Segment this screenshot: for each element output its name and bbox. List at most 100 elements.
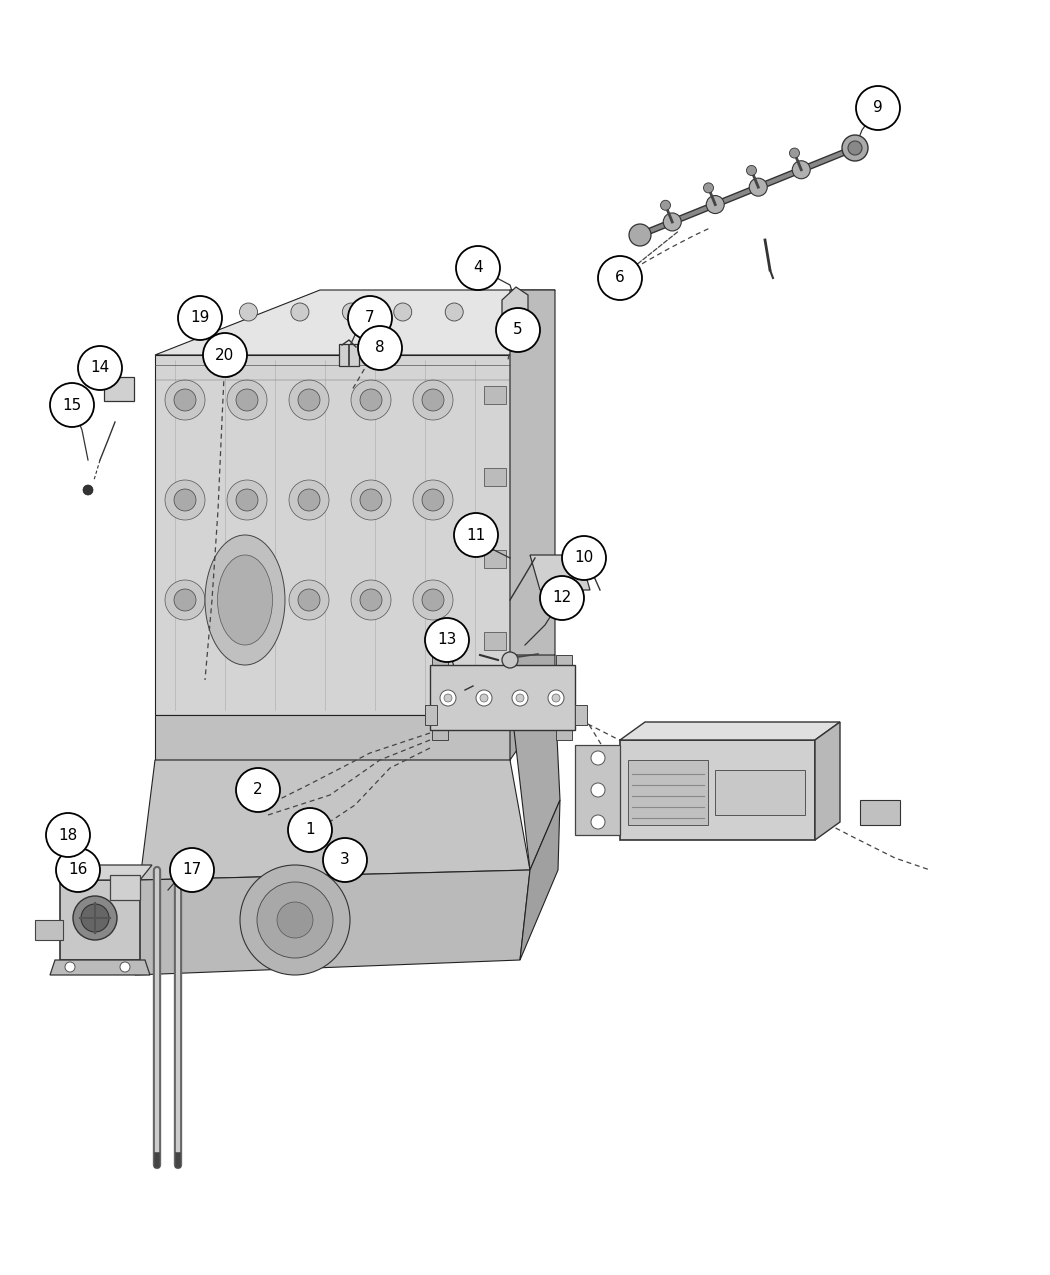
Polygon shape <box>815 722 840 840</box>
Circle shape <box>842 135 868 161</box>
Polygon shape <box>530 555 590 590</box>
Circle shape <box>220 363 235 377</box>
Ellipse shape <box>205 536 285 666</box>
Circle shape <box>548 690 564 706</box>
Circle shape <box>120 963 130 972</box>
Circle shape <box>591 815 605 829</box>
Circle shape <box>502 652 518 668</box>
Circle shape <box>848 142 862 156</box>
Circle shape <box>856 85 900 130</box>
Circle shape <box>422 490 444 511</box>
Circle shape <box>790 148 799 158</box>
Text: 14: 14 <box>90 361 109 376</box>
Circle shape <box>422 589 444 611</box>
Circle shape <box>298 389 320 411</box>
Polygon shape <box>520 799 560 960</box>
Text: 2: 2 <box>253 783 262 797</box>
Circle shape <box>83 484 93 495</box>
Circle shape <box>480 694 488 703</box>
Circle shape <box>236 490 258 511</box>
Polygon shape <box>502 287 528 315</box>
FancyBboxPatch shape <box>715 770 805 815</box>
Polygon shape <box>50 960 150 975</box>
Circle shape <box>750 179 768 196</box>
FancyBboxPatch shape <box>620 740 815 840</box>
Text: 11: 11 <box>466 528 485 542</box>
FancyBboxPatch shape <box>628 760 708 825</box>
Circle shape <box>348 296 392 340</box>
Circle shape <box>174 389 196 411</box>
Circle shape <box>444 694 452 703</box>
Circle shape <box>540 576 584 620</box>
Polygon shape <box>155 289 555 354</box>
Circle shape <box>629 224 651 246</box>
Circle shape <box>342 303 360 321</box>
Text: 19: 19 <box>190 311 210 325</box>
Ellipse shape <box>217 555 273 645</box>
Polygon shape <box>620 722 840 740</box>
Circle shape <box>496 309 540 352</box>
Circle shape <box>351 580 391 620</box>
Circle shape <box>81 904 109 932</box>
Circle shape <box>277 901 313 938</box>
Circle shape <box>360 389 382 411</box>
Circle shape <box>239 303 257 321</box>
Circle shape <box>445 303 463 321</box>
Circle shape <box>188 303 206 321</box>
Circle shape <box>660 200 671 210</box>
Text: 1: 1 <box>306 822 315 838</box>
Text: 9: 9 <box>874 101 883 116</box>
Circle shape <box>707 195 724 213</box>
Circle shape <box>413 479 453 520</box>
Polygon shape <box>155 715 510 760</box>
Polygon shape <box>135 870 530 975</box>
Circle shape <box>476 690 492 706</box>
Circle shape <box>227 580 267 620</box>
Circle shape <box>516 694 524 703</box>
Circle shape <box>288 808 332 852</box>
FancyBboxPatch shape <box>575 705 587 725</box>
Circle shape <box>174 490 196 511</box>
Circle shape <box>704 182 714 193</box>
Circle shape <box>425 618 469 662</box>
Circle shape <box>298 589 320 611</box>
Circle shape <box>74 896 117 940</box>
Text: 10: 10 <box>574 551 593 566</box>
Circle shape <box>165 380 205 419</box>
Circle shape <box>165 580 205 620</box>
FancyBboxPatch shape <box>110 875 140 900</box>
Circle shape <box>591 751 605 765</box>
FancyBboxPatch shape <box>484 632 506 650</box>
Polygon shape <box>510 289 555 715</box>
Circle shape <box>289 380 329 419</box>
Circle shape <box>178 296 222 340</box>
Circle shape <box>240 864 350 975</box>
Text: 20: 20 <box>215 348 234 362</box>
Polygon shape <box>510 655 555 760</box>
Circle shape <box>413 580 453 620</box>
Text: 13: 13 <box>437 632 457 648</box>
Text: 3: 3 <box>340 853 350 867</box>
Circle shape <box>257 882 333 958</box>
Circle shape <box>236 768 280 812</box>
Circle shape <box>174 589 196 611</box>
Circle shape <box>289 580 329 620</box>
Circle shape <box>358 326 402 370</box>
Circle shape <box>227 479 267 520</box>
Circle shape <box>454 513 498 557</box>
Circle shape <box>512 690 528 706</box>
Polygon shape <box>140 760 530 880</box>
Text: 17: 17 <box>183 862 202 877</box>
Text: 4: 4 <box>474 260 483 275</box>
Circle shape <box>591 783 605 797</box>
Circle shape <box>236 389 258 411</box>
FancyBboxPatch shape <box>484 550 506 567</box>
FancyBboxPatch shape <box>484 386 506 404</box>
Circle shape <box>203 333 247 377</box>
Circle shape <box>394 303 412 321</box>
Text: 16: 16 <box>68 862 88 877</box>
Text: 18: 18 <box>59 827 78 843</box>
FancyBboxPatch shape <box>430 666 575 731</box>
Circle shape <box>170 848 214 892</box>
Polygon shape <box>155 354 510 715</box>
